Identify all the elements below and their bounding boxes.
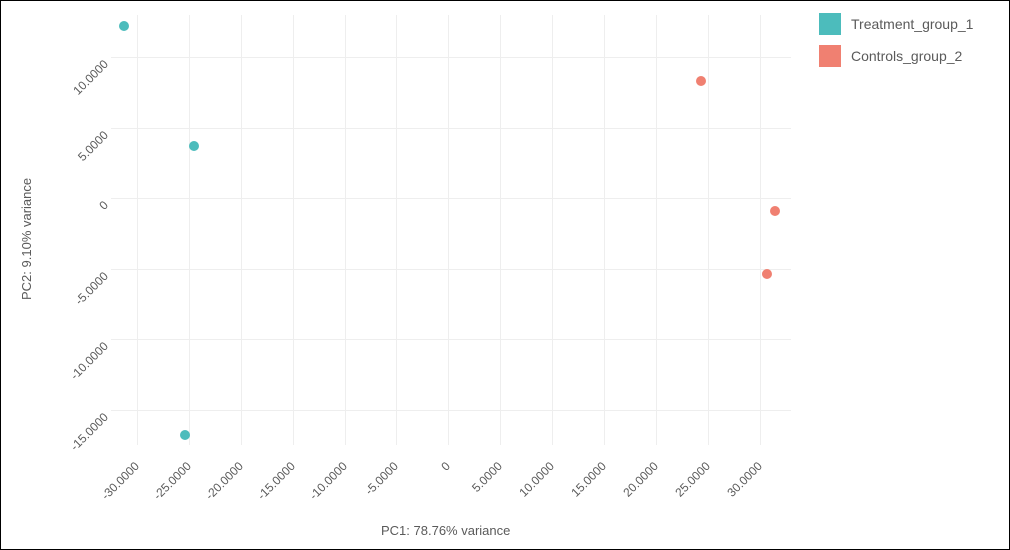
gridline-vertical (604, 15, 605, 445)
y-tick-label: -15.0000 (30, 410, 111, 491)
legend: Treatment_group_1 Controls_group_2 (819, 13, 973, 77)
y-tick-label: 10.0000 (30, 57, 111, 138)
gridline-vertical (293, 15, 294, 445)
data-point[interactable] (762, 269, 772, 279)
gridline-vertical (656, 15, 657, 445)
legend-swatch (819, 45, 841, 67)
data-point[interactable] (770, 206, 780, 216)
plot-area: -30.0000-25.0000-20.0000-15.0000-10.0000… (111, 15, 791, 445)
gridline-horizontal (111, 128, 791, 129)
x-axis-title: PC1: 78.76% variance (381, 523, 510, 538)
gridline-vertical (345, 15, 346, 445)
gridline-horizontal (111, 410, 791, 411)
y-axis-title: PC2: 9.10% variance (19, 178, 34, 300)
gridline-vertical (708, 15, 709, 445)
gridline-vertical (760, 15, 761, 445)
gridline-horizontal (111, 269, 791, 270)
data-point[interactable] (696, 76, 706, 86)
chart-frame: -30.0000-25.0000-20.0000-15.0000-10.0000… (0, 0, 1010, 550)
legend-label: Treatment_group_1 (851, 16, 973, 32)
gridline-vertical (137, 15, 138, 445)
gridline-vertical (189, 15, 190, 445)
legend-label: Controls_group_2 (851, 48, 962, 64)
gridline-vertical (552, 15, 553, 445)
data-point[interactable] (119, 21, 129, 31)
data-point[interactable] (180, 430, 190, 440)
data-point[interactable] (189, 141, 199, 151)
legend-item[interactable]: Treatment_group_1 (819, 13, 973, 35)
gridline-horizontal (111, 198, 791, 199)
gridline-vertical (500, 15, 501, 445)
gridline-vertical (396, 15, 397, 445)
y-tick-label: -10.0000 (30, 339, 111, 420)
y-tick-label: 5.0000 (30, 128, 111, 209)
gridline-vertical (241, 15, 242, 445)
gridline-horizontal (111, 339, 791, 340)
y-tick-label: 0 (30, 198, 111, 279)
gridline-horizontal (111, 57, 791, 58)
legend-swatch (819, 13, 841, 35)
y-tick-label: -5.0000 (30, 269, 111, 350)
gridline-vertical (448, 15, 449, 445)
legend-item[interactable]: Controls_group_2 (819, 45, 973, 67)
